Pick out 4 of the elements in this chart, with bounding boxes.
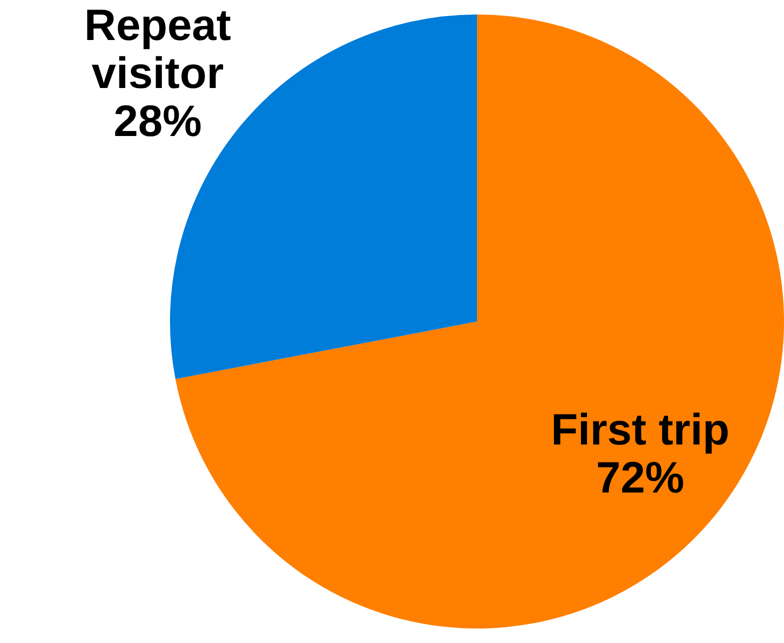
data-label: 72% — [596, 454, 684, 503]
data-label: 28% — [114, 97, 202, 146]
slice-label: First trip — [550, 406, 730, 455]
slice-label: Repeat visitor — [84, 1, 232, 98]
